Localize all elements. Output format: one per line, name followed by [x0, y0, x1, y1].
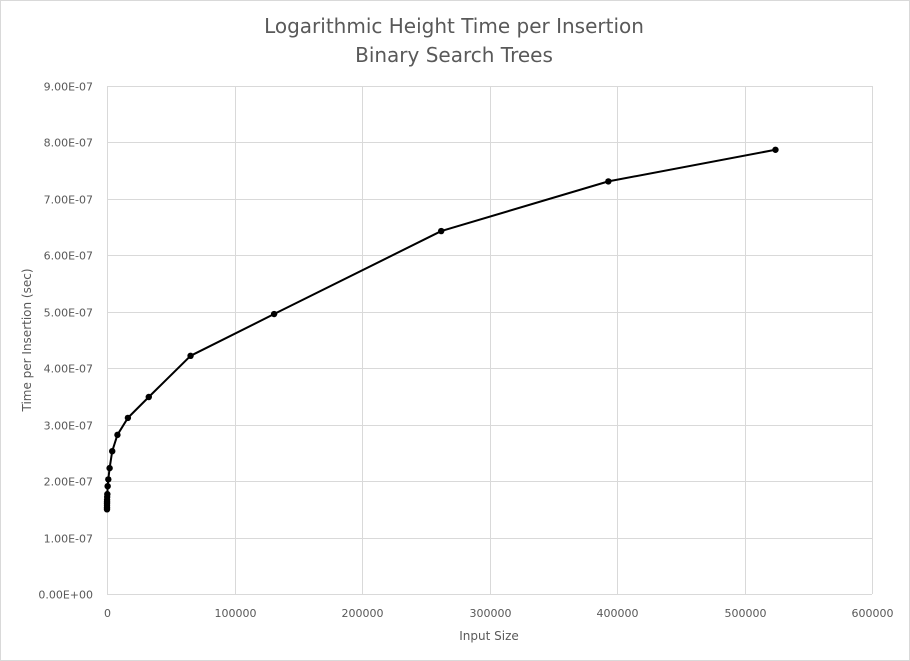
data-point — [438, 227, 445, 235]
x-axis-title: Input Size — [459, 629, 519, 643]
data-point — [145, 393, 152, 401]
data-point — [270, 310, 278, 318]
x-tick-label: 600000 — [852, 607, 894, 620]
grid-lines — [107, 86, 873, 595]
y-tick-label: 5.00E-07 — [44, 307, 93, 320]
x-tick-label: 0 — [104, 607, 111, 620]
series-line — [106, 148, 776, 510]
series-layer — [103, 146, 779, 513]
y-tick-label: 2.00E-07 — [44, 476, 93, 489]
data-point — [104, 482, 111, 490]
y-tick-label: 7.00E-07 — [44, 194, 93, 207]
chart-subtitle: Binary Search Trees — [355, 43, 553, 67]
data-point — [109, 448, 116, 455]
chart-title: Logarithmic Height Time per Insertion — [264, 14, 644, 38]
y-tick-label: 4.00E-07 — [44, 363, 93, 376]
y-tick-label: 0.00E+00 — [38, 589, 93, 602]
x-tick-label: 400000 — [597, 607, 639, 620]
x-tick-label: 500000 — [725, 607, 767, 620]
data-point — [104, 490, 111, 498]
x-tick-label: 200000 — [342, 607, 384, 620]
data-point — [106, 464, 113, 472]
x-tick-label: 300000 — [470, 607, 512, 620]
data-point — [187, 352, 194, 359]
y-axis-ticks: 0.00E+00 1.00E-07 2.00E-07 3.00E-07 4.00E-07… — [38, 81, 93, 602]
data-point — [605, 178, 612, 185]
y-axis-title: Time per Insertion (sec) — [20, 268, 34, 412]
data-point — [105, 476, 112, 483]
y-tick-label: 8.00E-07 — [44, 137, 93, 150]
data-point — [772, 146, 779, 153]
x-tick-label: 100000 — [215, 607, 257, 620]
x-axis-ticks: 0 100000 200000 300000 400000 500000 600000 — [104, 607, 894, 620]
y-tick-label: 9.00E-07 — [44, 81, 93, 94]
data-point — [124, 414, 132, 422]
y-tick-label: 1.00E-07 — [44, 533, 93, 546]
data-point — [114, 431, 121, 439]
y-tick-label: 3.00E-07 — [44, 420, 93, 433]
y-tick-label: 6.00E-07 — [44, 250, 93, 263]
